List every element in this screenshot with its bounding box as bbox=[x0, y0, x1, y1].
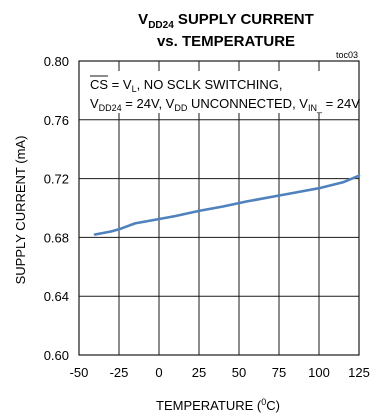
x-tick-label: 100 bbox=[308, 365, 330, 380]
y-tick-labels: 0.60 0.64 0.68 0.72 0.76 0.80 bbox=[44, 54, 69, 363]
x-tick-label: 75 bbox=[272, 365, 286, 380]
x-tick-labels: -50 -25 0 25 50 75 100 125 bbox=[70, 365, 370, 380]
cs-overbar-text: CS bbox=[90, 77, 108, 92]
x-tick-label: 125 bbox=[348, 365, 370, 380]
y-axis-label: SUPPLY CURRENT (mA) bbox=[13, 136, 28, 285]
y-tick-label: 0.72 bbox=[44, 172, 69, 187]
x-axis-label: TEMPERATURE (0C) bbox=[156, 397, 280, 413]
x-tick-label: 0 bbox=[155, 365, 162, 380]
y-tick-label: 0.76 bbox=[44, 113, 69, 128]
y-tick-label: 0.60 bbox=[44, 348, 69, 363]
x-tick-label: -50 bbox=[70, 365, 89, 380]
chart-title-line1: VDD24 SUPPLY CURRENT bbox=[138, 11, 314, 31]
x-tick-label: 25 bbox=[192, 365, 206, 380]
annotation-background bbox=[81, 71, 357, 113]
figure-tag: toc03 bbox=[336, 50, 358, 60]
x-tick-label: 50 bbox=[232, 365, 246, 380]
x-tick-label: -25 bbox=[110, 365, 129, 380]
series-line bbox=[93, 174, 361, 236]
chart-title-line2: vs. TEMPERATURE bbox=[157, 33, 295, 50]
y-tick-label: 0.68 bbox=[44, 230, 69, 245]
y-tick-label: 0.80 bbox=[44, 54, 69, 69]
annotation-line1: CS = VL, NO SCLK SWITCHING, bbox=[90, 77, 282, 94]
annotation-line2: VDD24 = 24V, VDD UNCONNECTED, VIN_ = 24V bbox=[90, 96, 360, 113]
y-tick-label: 0.64 bbox=[44, 289, 69, 304]
plot-frame bbox=[78, 60, 360, 356]
